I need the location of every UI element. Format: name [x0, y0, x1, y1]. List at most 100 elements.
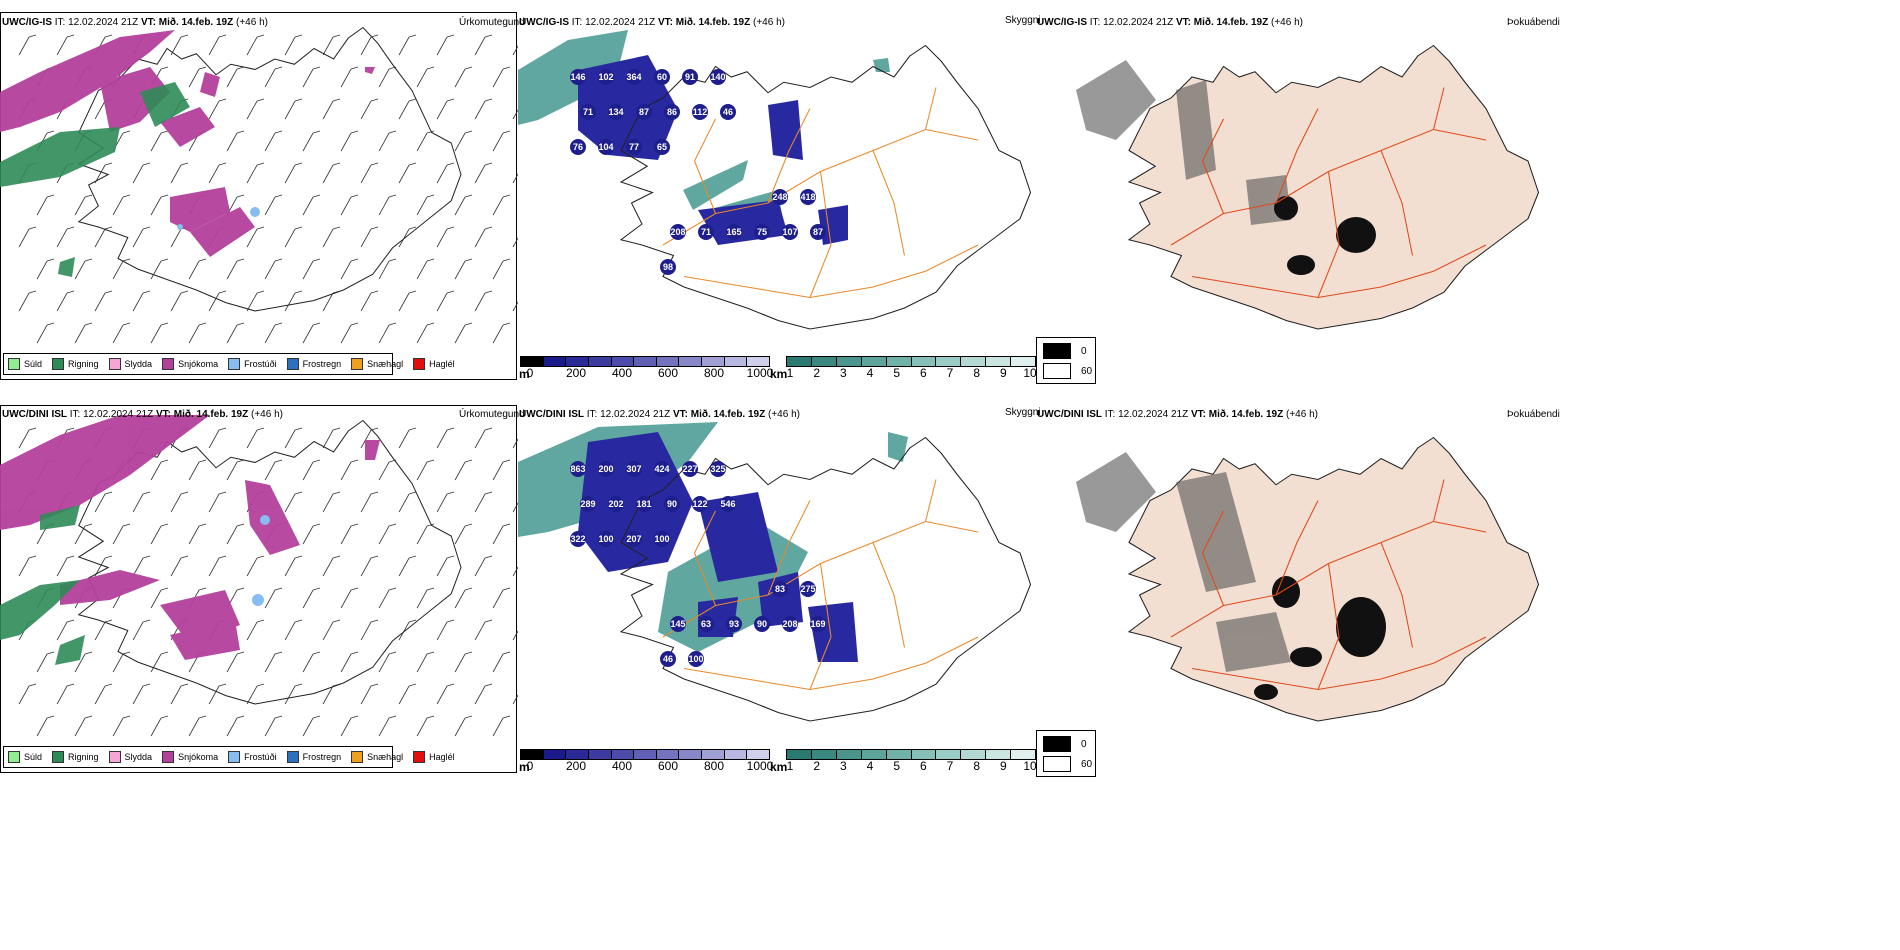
it-label: IT: [571, 17, 583, 28]
wind-barb-64 [322, 555, 341, 577]
row1-cloudbase-ticks: 0 200 400 600 800 1000 [527, 366, 774, 380]
cloud-label-bg [654, 531, 670, 547]
row2-title-vis: Skyggni [1005, 407, 1041, 418]
row2-fog-legend: 0 60 [1036, 730, 1096, 777]
row1-rain-areas [0, 82, 190, 277]
road-6 [809, 563, 832, 690]
road-1 [683, 636, 979, 691]
wind-barb-116 [170, 290, 189, 312]
row1-fog-legend: 0 60 [1036, 337, 1096, 384]
cloud-base-label: 364 [626, 72, 641, 82]
colorbar-tick: 0 [526, 759, 534, 773]
lead-time: (+46 h) [1271, 17, 1303, 28]
legend-swatch [413, 751, 426, 763]
wind-barb-58 [94, 162, 113, 184]
wind-barb-118 [246, 290, 265, 312]
model-name: UWC/DINI ISL [2, 409, 67, 420]
fog-label-60: 60 [1081, 365, 1093, 377]
wind-barb-39 [436, 98, 455, 120]
colorbar-tick: 1000 [746, 759, 774, 773]
legend-swatch [8, 751, 20, 763]
model-name: UWC/IG-IS [519, 17, 569, 28]
wind-barb-93 [360, 619, 379, 641]
colorbar-tick: 1000 [746, 366, 774, 380]
wind-barb-97 [512, 630, 518, 641]
wind-barb-104 [264, 651, 283, 673]
legend-swatch [8, 358, 20, 370]
cloud-base-label: 100 [598, 534, 613, 544]
row1-cloudbase-map: 146 102 364 60 91 140 71 134 87 86 112 46 76 104 77 65 2… [518, 30, 1032, 330]
cloud-base-label: 424 [654, 464, 669, 474]
wind-barb-63 [284, 555, 303, 577]
legend-swatch [286, 358, 299, 370]
wind-barb-6 [246, 427, 265, 449]
wind-barb-58 [94, 555, 113, 577]
legend-label: Rigning [68, 359, 99, 369]
colorbar-tick: 6 [919, 366, 927, 380]
vt-value: Mið. 14.feb. 19Z [690, 409, 766, 420]
wind-barb-25 [454, 66, 473, 88]
cloud-base-label: 122 [692, 499, 707, 509]
road-6 [1317, 563, 1340, 690]
legend-item-7: Haglél [413, 751, 455, 763]
colorbar-segment-1 [811, 750, 837, 759]
lead-time: (+46 h) [236, 17, 268, 28]
row2-fog-areas [1076, 452, 1291, 672]
wind-barb-102 [188, 258, 207, 280]
cloud-base-label: 60 [657, 72, 667, 82]
wind-barb-65 [360, 555, 379, 577]
wind-barb-50 [340, 523, 359, 545]
legend-swatch [162, 751, 175, 763]
wind-barb-41 [512, 109, 518, 120]
cloud-base-label: 75 [757, 227, 767, 237]
cloud-base-label: 90 [757, 619, 767, 629]
wind-barb-85 [56, 226, 75, 248]
legend-swatch [52, 358, 65, 370]
legend-label: Frostúði [244, 752, 277, 762]
colorbar-segment-5 [634, 357, 657, 366]
row2-precip-map [0, 405, 518, 773]
legend-label: Snæhagl [367, 752, 404, 762]
wind-barb-112 [18, 290, 37, 312]
cloud-base-label: 98 [663, 262, 673, 272]
wind-barb-130 [188, 715, 207, 737]
wind-barb-122 [398, 290, 417, 312]
it-label: IT: [69, 409, 81, 420]
road-5 [1432, 479, 1445, 522]
wind-barb-132 [264, 715, 283, 737]
wind-barb-54 [492, 130, 511, 152]
wind-barb-12 [474, 34, 493, 56]
wind-barb-62 [246, 162, 265, 184]
legend-item-7: Haglél [413, 358, 455, 370]
fog-swatch-60 [1043, 756, 1071, 772]
wind-barb-68 [474, 162, 493, 184]
row1-header-precip: UWC/IG-IS IT: 12.02.2024 21Z VT: Mið. 14… [2, 17, 268, 29]
cloud-label-bg [688, 651, 704, 667]
road-3 [1380, 542, 1414, 648]
legend-swatch [286, 751, 299, 763]
wind-barb-5 [208, 34, 227, 56]
wind-barb-76 [264, 194, 283, 216]
cloud-label-bg [570, 531, 586, 547]
cloud-base-label: 418 [800, 192, 815, 202]
cloud-label-bg [626, 139, 642, 155]
wind-barb-132 [264, 322, 283, 344]
wind-barb-125 [512, 301, 518, 312]
cloud-label-bg [670, 224, 686, 240]
colorbar-tick: 4 [866, 759, 874, 773]
legend-item-5: Frostregn [286, 358, 341, 370]
cloud-label-bg [670, 616, 686, 632]
cloud-label-bg [800, 581, 816, 597]
wind-barb-77 [302, 587, 321, 609]
legend-label: Súld [24, 359, 43, 369]
cloud-label-bg [772, 581, 788, 597]
legend-swatch [228, 751, 241, 763]
colorbar-segment-4 [611, 750, 635, 759]
legend-swatch [108, 358, 121, 370]
legend-item-1: Rigning [52, 751, 99, 763]
wind-barb-20 [264, 66, 283, 88]
row2-rain-areas [0, 505, 85, 665]
wind-barb-81 [454, 194, 473, 216]
wind-barb-91 [284, 226, 303, 248]
legend-label: Haglél [429, 359, 455, 369]
